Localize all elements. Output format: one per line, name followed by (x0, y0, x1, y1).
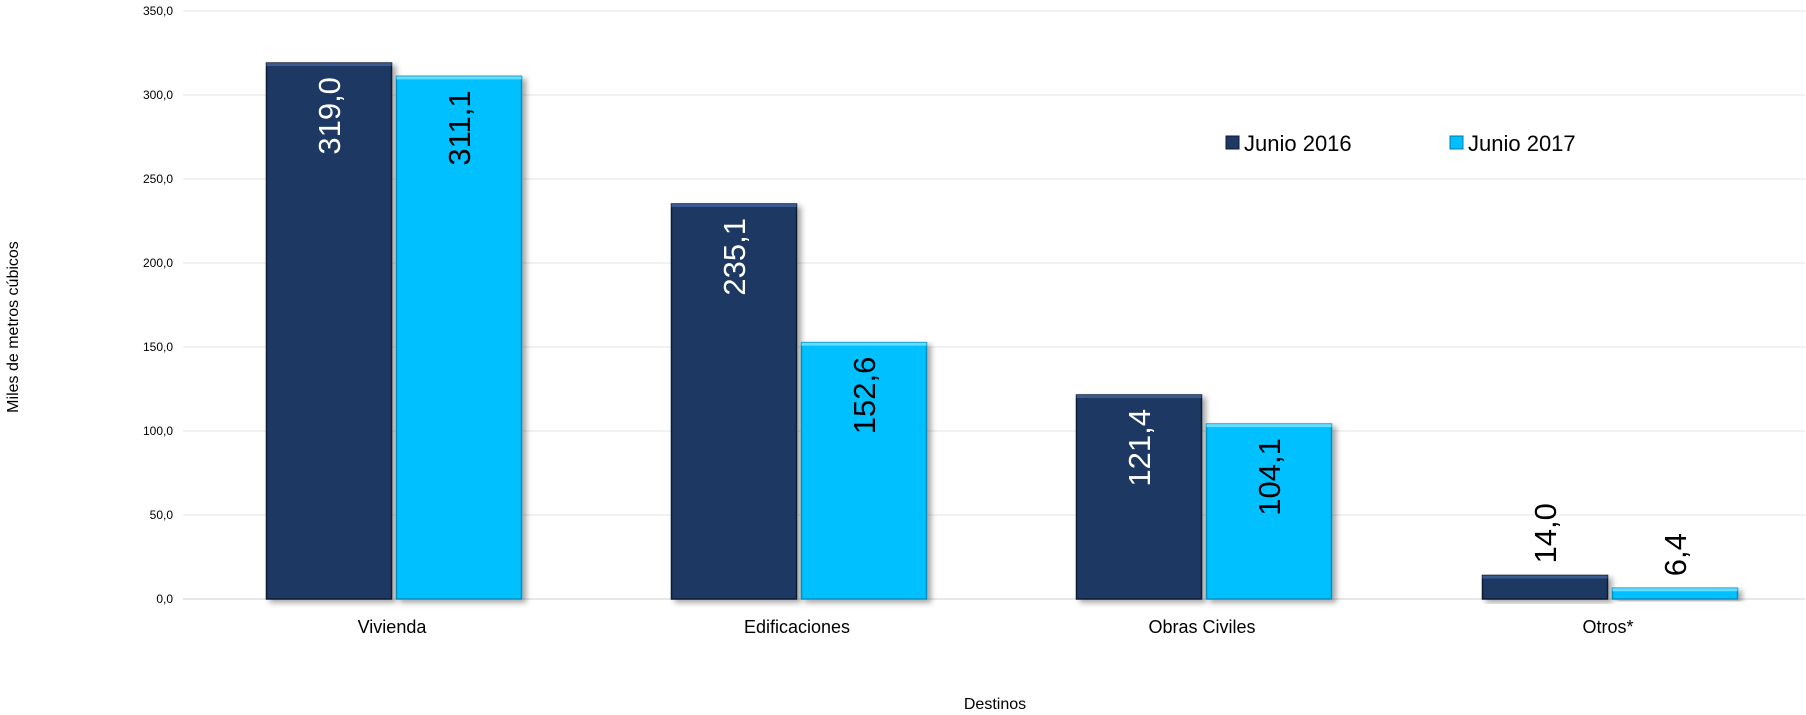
bar-junio-2017-edificaciones (800, 341, 928, 600)
legend-item-junio-2016: Junio 2016 (1225, 131, 1352, 156)
data-label-junio-2017-edificaciones: 152,6 (847, 357, 882, 435)
x-axis-title: Destinos (964, 696, 1026, 713)
legend: Junio 2016 Junio 2017 (1225, 131, 1576, 156)
y-tick-label: 200,0 (143, 256, 173, 270)
bar-junio-2017-vivienda (395, 75, 523, 600)
data-labels: 319,0 311,1 235,1 152,6 121,4 104,1 14,0 6,4 (312, 77, 1693, 576)
y-tick-label: 250,0 (143, 172, 173, 186)
bar-junio-2016-otros (1481, 574, 1609, 600)
legend-item-junio-2017: Junio 2017 (1449, 131, 1576, 156)
data-label-junio-2016-obras-civiles: 121,4 (1122, 409, 1157, 487)
x-category-otros: Otros* (1582, 617, 1633, 637)
data-label-junio-2017-obras-civiles: 104,1 (1252, 438, 1287, 516)
y-axis-title: Miles de metros cúbicos (5, 241, 22, 413)
bar-top-highlight (1206, 424, 1332, 428)
x-category-vivienda: Vivienda (358, 617, 428, 637)
legend-label-junio-2017: Junio 2017 (1468, 131, 1576, 156)
legend-label-junio-2016: Junio 2016 (1244, 131, 1352, 156)
data-label-junio-2016-otros: 14,0 (1528, 503, 1563, 563)
legend-swatch-junio-2017 (1449, 135, 1464, 150)
y-tick-label: 0,0 (156, 592, 173, 606)
bar-top-highlight (1482, 575, 1608, 579)
data-label-junio-2017-vivienda: 311,1 (442, 90, 477, 165)
x-category-edificaciones: Edificaciones (744, 617, 850, 637)
x-category-obras-civiles: Obras Civiles (1148, 617, 1255, 637)
bar-top-highlight (671, 204, 797, 208)
data-label-junio-2016-vivienda: 319,0 (312, 77, 347, 155)
bar-top-highlight (801, 342, 927, 346)
legend-swatch-junio-2016 (1225, 135, 1240, 150)
y-tick-label: 50,0 (150, 508, 174, 522)
bar-junio-2017-obras-civiles (1205, 423, 1333, 600)
bar-junio-2016-vivienda (265, 62, 393, 600)
y-tick-label: 100,0 (143, 424, 173, 438)
x-axis-categories: Vivienda Edificaciones Obras Civiles Otros* (358, 617, 1634, 637)
bar-top-highlight (1076, 395, 1202, 399)
y-tick-label: 150,0 (143, 340, 173, 354)
y-axis-ticks: 0,0 50,0 100,0 150,0 200,0 250,0 300,0 350,0 (143, 4, 173, 606)
y-tick-label: 350,0 (143, 4, 173, 18)
bar-top-highlight (396, 76, 522, 80)
data-label-junio-2016-edificaciones: 235,1 (717, 218, 752, 296)
data-label-junio-2017-otros: 6,4 (1658, 533, 1693, 576)
y-tick-label: 300,0 (143, 88, 173, 102)
bar-junio-2016-edificaciones (670, 203, 798, 600)
bar-top-highlight (1612, 588, 1738, 592)
bars (265, 62, 1739, 600)
bar-top-highlight (266, 63, 392, 67)
